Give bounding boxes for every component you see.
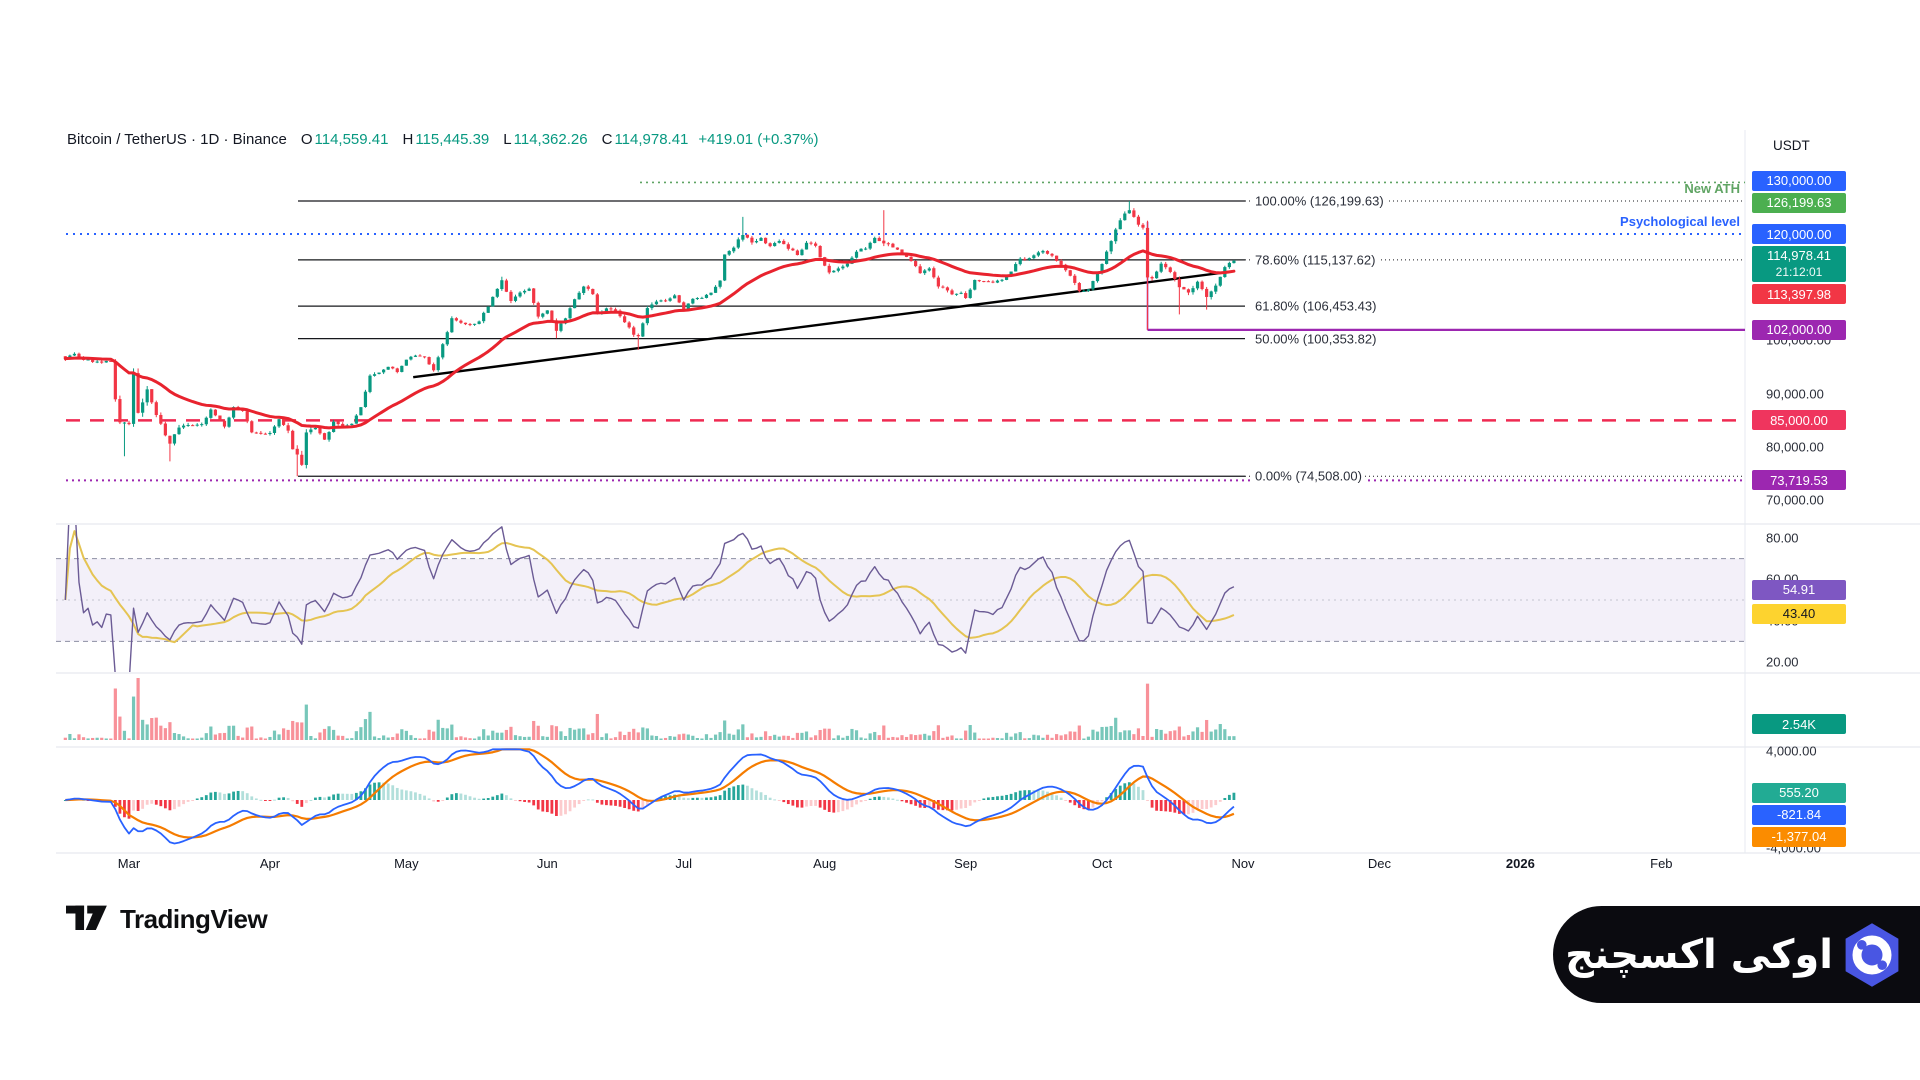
high-label: H xyxy=(402,130,414,148)
tradingview-brand-text: TradingView xyxy=(120,903,268,934)
tradingview-logo: TradingView xyxy=(66,903,268,935)
high-value: 115,445.39 xyxy=(415,130,490,148)
close-value: 114,978.41 xyxy=(614,130,689,148)
chart-legend[interactable]: Bitcoin / TetherUS · 1D · Binance O 114,5… xyxy=(67,130,819,148)
low-value: 114,362.26 xyxy=(513,130,588,148)
low-label: L xyxy=(503,130,512,148)
close-label: C xyxy=(601,130,613,148)
change-value: +419.01 (+0.37%) xyxy=(698,130,819,148)
new-ath-annotation: New ATH xyxy=(1684,181,1740,196)
okexchange-logo-icon xyxy=(1841,922,1903,988)
tradingview-icon xyxy=(66,905,107,930)
symbol-title: Bitcoin / TetherUS · 1D · Binance xyxy=(67,130,287,148)
psychological-level-annotation: Psychological level xyxy=(1620,214,1740,229)
currency-label: USDT xyxy=(1773,138,1810,153)
open-value: 114,559.41 xyxy=(314,130,389,148)
okexchange-banner: اوکی اکسچنج xyxy=(1553,906,1920,1003)
okexchange-brand-text: اوکی اکسچنج xyxy=(1565,931,1833,978)
open-label: O xyxy=(300,130,313,148)
